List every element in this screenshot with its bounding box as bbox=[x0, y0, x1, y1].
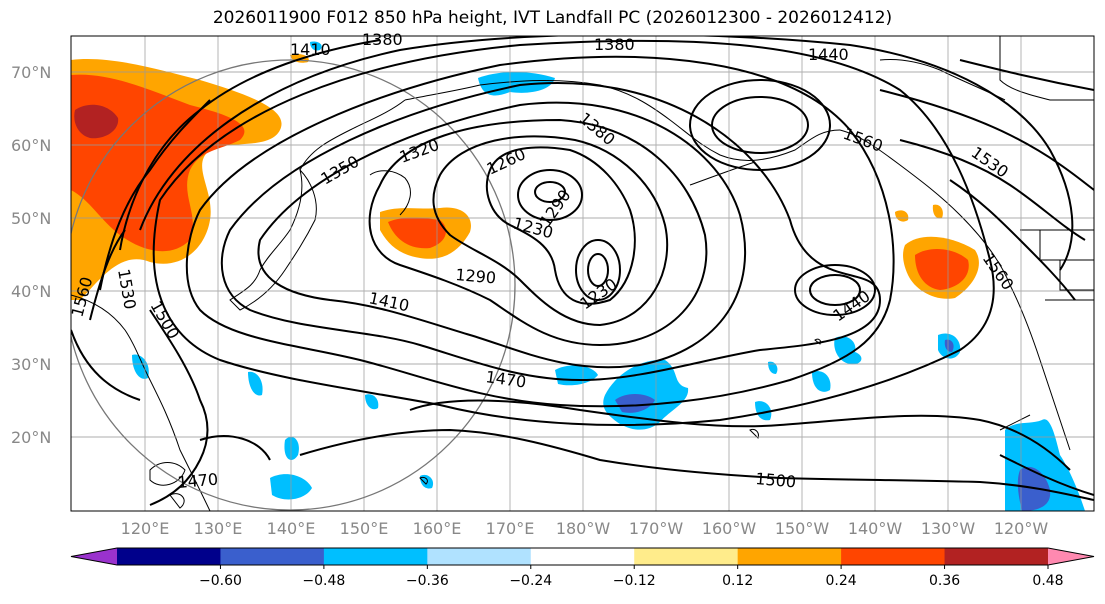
colorbar-tick-label: 0.24 bbox=[826, 573, 857, 589]
lon-label: 160°E bbox=[413, 519, 462, 538]
contour-label: 1500 bbox=[755, 469, 797, 491]
colorbar-tick-label: 0.36 bbox=[929, 573, 960, 589]
colorbar: −0.60 −0.48 −0.36 −0.24 −0.12 0.12 0.24 0.36 0.4… bbox=[70, 547, 1095, 589]
lat-label: 60°N bbox=[11, 136, 51, 155]
lon-label: 170°W bbox=[629, 519, 684, 538]
lon-label: 180°W bbox=[556, 519, 611, 538]
lon-label: 160°W bbox=[702, 519, 757, 538]
contour-label: 1410 bbox=[290, 40, 331, 59]
lon-label: 170°E bbox=[486, 519, 535, 538]
lon-label: 140°W bbox=[848, 519, 903, 538]
colorbar-extend-right bbox=[1048, 548, 1094, 565]
contour-label: 1290 bbox=[455, 265, 497, 287]
lon-label: 140°E bbox=[267, 519, 316, 538]
colorbar-tick-label: −0.36 bbox=[406, 573, 449, 589]
colorbar-segment bbox=[427, 548, 532, 565]
colorbar-tick-label: −0.48 bbox=[302, 573, 345, 589]
height-contours bbox=[71, 36, 1094, 506]
lat-label: 20°N bbox=[11, 428, 51, 447]
colorbar-segment bbox=[323, 548, 428, 565]
colorbar-tick-label: 0.48 bbox=[1032, 573, 1063, 589]
latitude-labels: 70°N 60°N 50°N 40°N 30°N 20°N bbox=[11, 63, 51, 447]
lat-label: 50°N bbox=[11, 209, 51, 228]
lon-label: 130°W bbox=[921, 519, 976, 538]
colorbar-tick-label: 0.12 bbox=[722, 573, 753, 589]
colorbar-tick-label: −0.24 bbox=[509, 573, 552, 589]
range-circle bbox=[71, 59, 516, 511]
lat-label: 70°N bbox=[11, 63, 51, 82]
longitude-labels: 120°E 130°E 140°E 150°E 160°E 170°E 180°… bbox=[121, 519, 1049, 538]
lon-label: 120°E bbox=[121, 519, 170, 538]
colorbar-segment bbox=[634, 548, 739, 565]
contour-label: 1470 bbox=[177, 470, 219, 492]
lon-label: 120°W bbox=[994, 519, 1049, 538]
colorbar-segment bbox=[117, 548, 221, 565]
map-frame bbox=[70, 35, 1095, 512]
colorbar-segment bbox=[841, 548, 946, 565]
lon-label: 150°E bbox=[340, 519, 389, 538]
colorbar-tick-label: −0.60 bbox=[199, 573, 242, 589]
colorbar-outline bbox=[70, 547, 1095, 566]
map-title: 2026011900 F012 850 hPa height, IVT Land… bbox=[212, 8, 893, 28]
contour-label: 1440 bbox=[808, 45, 849, 64]
contour-label: 1380 bbox=[362, 30, 403, 49]
colorbar-segment bbox=[737, 548, 842, 565]
colorbar-segment bbox=[944, 548, 1049, 565]
coastlines bbox=[71, 36, 1094, 511]
lat-label: 40°N bbox=[11, 282, 51, 301]
colorbar-segment bbox=[220, 548, 325, 565]
colorbar-tick-label: −0.12 bbox=[613, 573, 656, 589]
colorbar-segment bbox=[530, 548, 635, 565]
contour-label: 1380 bbox=[594, 35, 635, 54]
lon-label: 130°E bbox=[194, 519, 243, 538]
lon-label: 150°W bbox=[775, 519, 830, 538]
lat-label: 30°N bbox=[11, 355, 51, 374]
colorbar-extend-left bbox=[71, 548, 117, 565]
